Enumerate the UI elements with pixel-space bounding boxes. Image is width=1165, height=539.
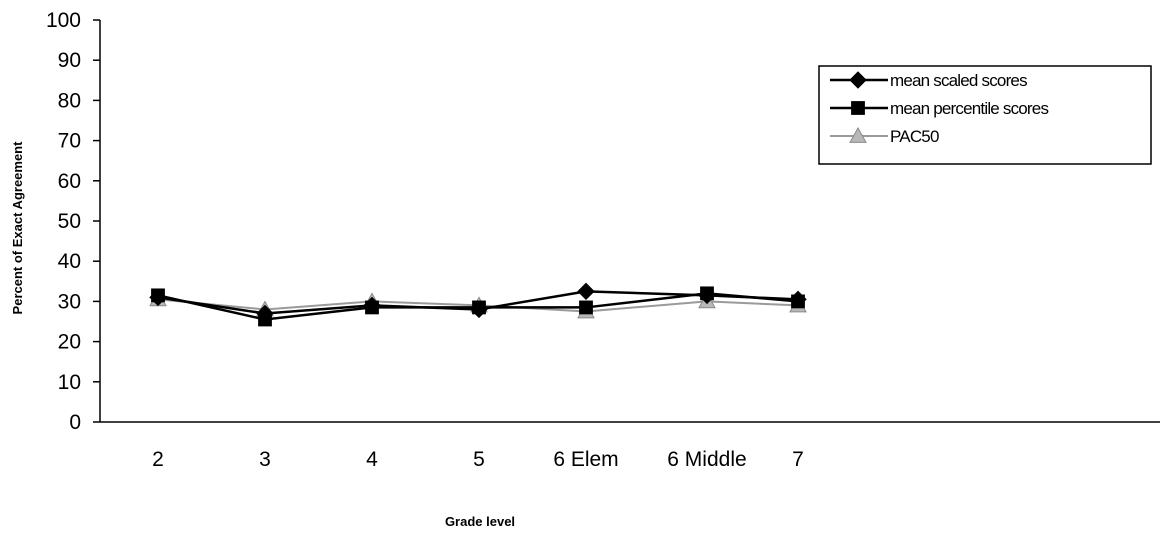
legend-marker bbox=[849, 126, 867, 143]
legend-marker bbox=[851, 101, 865, 115]
legend-label: mean scaled scores bbox=[890, 71, 1027, 90]
y-axis-ticks: 0 10 20 30 40 50 60 70 80 90 100 bbox=[46, 9, 100, 434]
legend-label: mean percentile scores bbox=[890, 99, 1048, 118]
data-point bbox=[472, 300, 486, 315]
legend-items: mean scaled scores mean percentile scores… bbox=[830, 71, 1049, 146]
x-axis-title: Grade level bbox=[445, 514, 515, 529]
legend-marker bbox=[849, 71, 867, 89]
data-point bbox=[791, 294, 805, 309]
legend-box bbox=[818, 65, 1152, 165]
x-tick-label: 7 bbox=[792, 448, 804, 471]
y-tick-label: 100 bbox=[46, 9, 81, 32]
x-tick-label: 5 bbox=[473, 448, 485, 471]
x-tick-label: 6 Middle bbox=[667, 448, 746, 471]
data-point bbox=[365, 300, 379, 315]
x-axis-ticks: 2 3 4 5 6 Elem 6 Middle 7 bbox=[152, 448, 804, 471]
y-tick-label: 0 bbox=[69, 411, 81, 434]
data-point bbox=[579, 300, 593, 315]
x-tick-label: 4 bbox=[366, 448, 378, 471]
series-layer bbox=[149, 282, 807, 327]
y-tick-label: 30 bbox=[58, 290, 81, 313]
data-point bbox=[151, 288, 165, 303]
y-tick-label: 40 bbox=[58, 250, 81, 273]
x-tick-label: 3 bbox=[259, 448, 271, 471]
x-tick-label: 6 Elem bbox=[553, 448, 618, 471]
y-tick-label: 90 bbox=[58, 49, 81, 72]
data-point bbox=[700, 286, 714, 301]
data-point bbox=[258, 312, 272, 327]
y-tick-label: 60 bbox=[58, 170, 81, 193]
legend-label: PAC50 bbox=[890, 127, 939, 146]
y-tick-label: 10 bbox=[58, 371, 81, 394]
data-point bbox=[577, 282, 595, 301]
y-tick-label: 80 bbox=[58, 89, 81, 112]
y-tick-label: 70 bbox=[58, 130, 81, 153]
y-tick-label: 20 bbox=[58, 331, 81, 354]
y-axis-title: Percent of Exact Agreement bbox=[10, 141, 25, 315]
legend: mean scaled scores mean percentile scores… bbox=[818, 65, 1152, 165]
series-1 bbox=[151, 286, 805, 327]
x-tick-label: 2 bbox=[152, 448, 164, 471]
y-tick-label: 50 bbox=[58, 210, 81, 233]
